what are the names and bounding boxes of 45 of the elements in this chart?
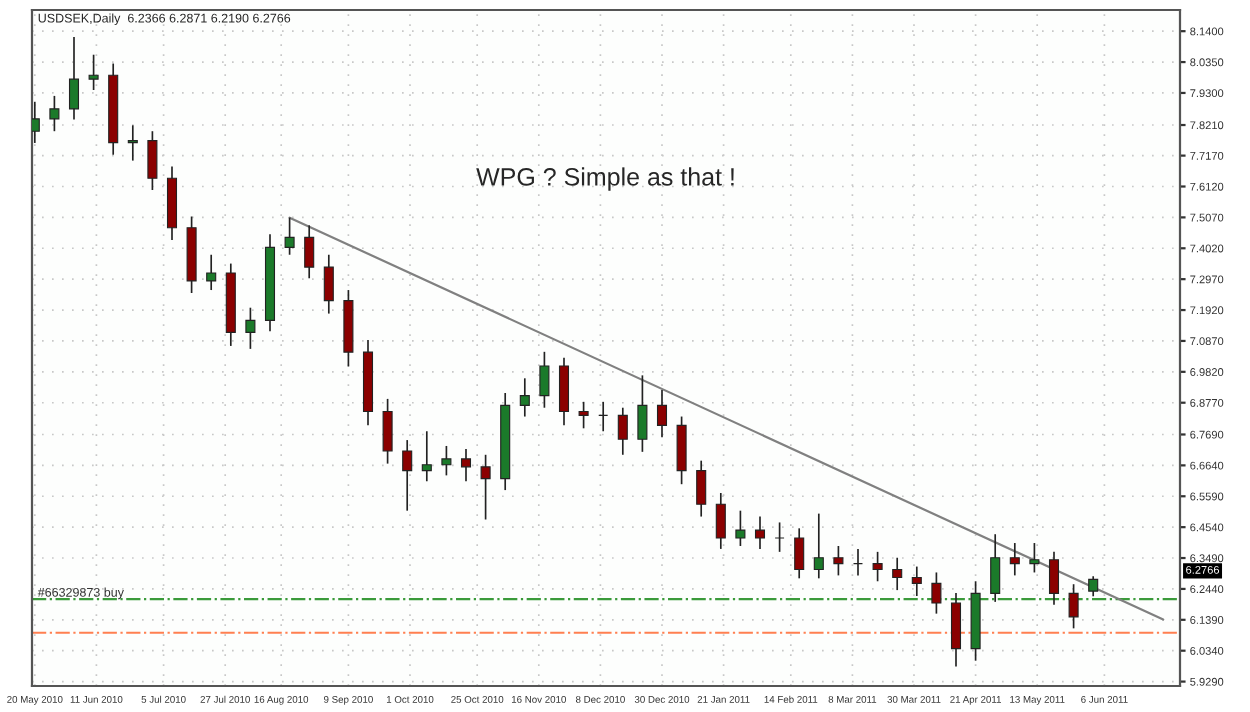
candlestick: [323, 253, 334, 315]
candlestick: [1029, 542, 1040, 574]
candlestick: [715, 492, 726, 550]
candlestick: [1088, 575, 1099, 598]
candlestick: [892, 556, 903, 591]
candlestick: [49, 95, 60, 133]
candlestick: [558, 356, 570, 427]
candlestick: [284, 216, 295, 256]
candlestick: [245, 306, 256, 350]
candlestick: [1068, 583, 1079, 630]
candlestick: [774, 521, 785, 553]
candlestick: [617, 406, 628, 456]
candlestick: [382, 398, 393, 465]
candlestick: [32, 100, 40, 144]
candlestick: [931, 571, 942, 615]
candlestick: [833, 545, 844, 577]
candlestick: [421, 430, 432, 483]
candlestick: [1009, 542, 1020, 577]
candlestick: [656, 389, 668, 438]
candlestick: [735, 509, 746, 547]
candlestick: [519, 377, 530, 418]
candlestick: [794, 527, 805, 580]
candlestick: [480, 453, 491, 521]
candlestick: [911, 565, 922, 597]
candlestick: [872, 551, 883, 583]
candlestick: [304, 224, 315, 280]
candlestick: [206, 253, 217, 291]
candlestick: [402, 439, 413, 512]
candlestick: [88, 53, 99, 91]
candlestick: [460, 448, 472, 483]
candlestick: [990, 533, 1001, 603]
candlestick: [68, 36, 80, 121]
candlestick: [637, 374, 648, 453]
candlestick: [813, 512, 824, 580]
candlestick: [1048, 551, 1060, 606]
candlestick: [578, 400, 589, 430]
candlestick: [696, 459, 707, 518]
candlestick: [950, 592, 962, 668]
candlestick: [147, 130, 158, 191]
candlestick: [539, 350, 550, 409]
candlestick: [127, 124, 138, 162]
candlestick: [754, 515, 766, 550]
annotation: WPG ? Simple as that !: [476, 167, 734, 191]
candlestick: [441, 445, 452, 477]
candlestick: [676, 415, 687, 486]
